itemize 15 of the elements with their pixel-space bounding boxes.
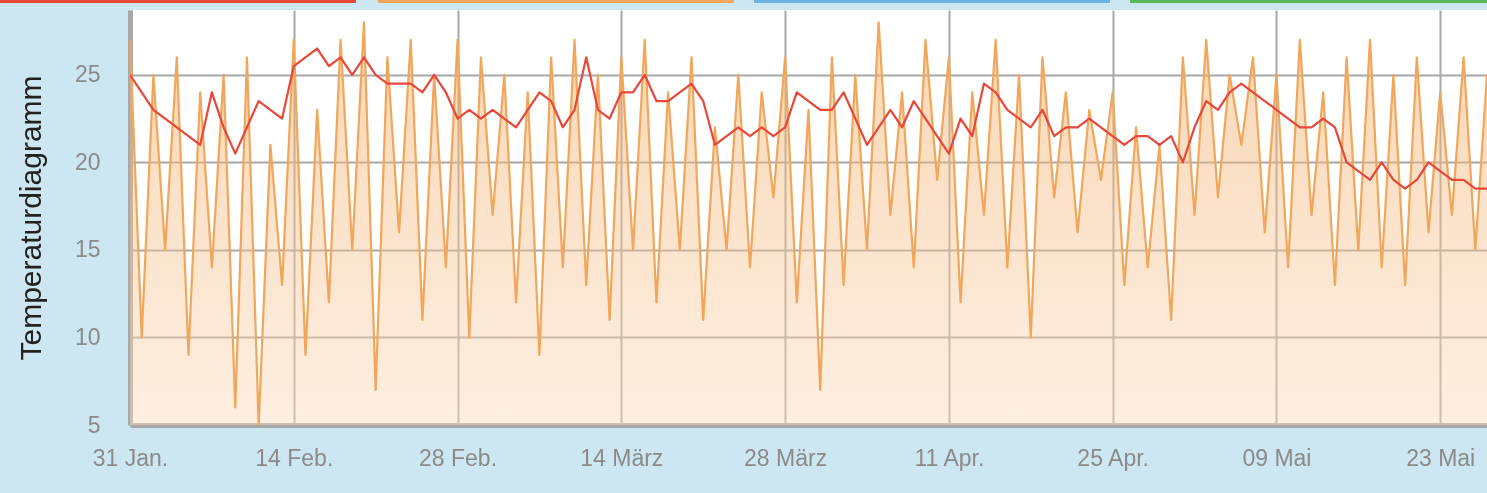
y-tick-label: 10 (74, 323, 101, 350)
y-tick-label: 5 (87, 411, 101, 438)
x-tick-label: 28 März (744, 444, 828, 471)
x-tick-label: 31 Jan. (92, 444, 169, 471)
x-tick-label: 14 Feb. (255, 444, 334, 471)
x-tick-label: 09 Mai (1242, 444, 1312, 471)
x-tick-label: 25 Apr. (1077, 444, 1149, 471)
y-tick-label: 20 (74, 148, 101, 175)
x-tick-label: 23 Mai (1406, 444, 1476, 471)
y-tick-label: 25 (74, 61, 101, 88)
x-tick-label: 28 Feb. (419, 444, 498, 471)
x-tick-label: 14 März (580, 444, 664, 471)
x-tick-label: 11 Apr. (914, 444, 985, 471)
y-axis-title: Temperaturdiagramm (13, 75, 47, 361)
y-tick-label: 15 (74, 236, 101, 263)
